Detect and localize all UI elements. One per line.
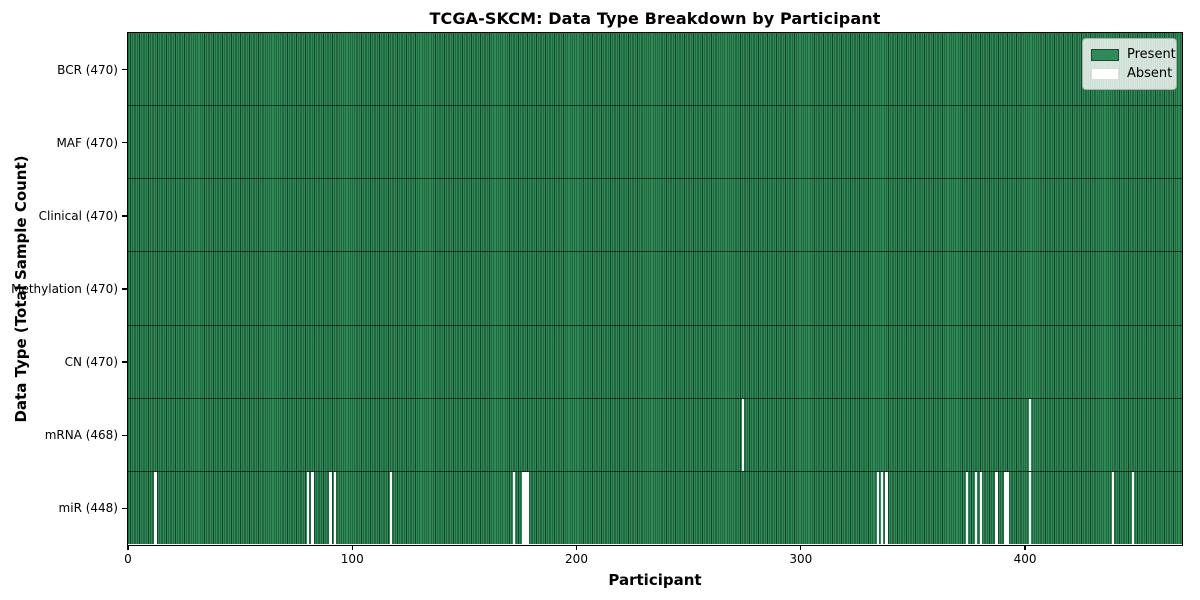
y-axis-tick-CN [122, 361, 127, 363]
y-axis-tick-mRNA [122, 434, 127, 436]
absent-cell-miR-12 [154, 472, 157, 545]
absent-cell-miR-448 [1132, 472, 1135, 545]
absent-cell-miR-82 [311, 472, 314, 545]
x-axis-tick-200 [575, 545, 578, 550]
absent-cell-miR-178 [526, 472, 529, 545]
y-tick-label-miR: miR (448) [58, 501, 118, 516]
y-tick-label-mRNA: mRNA (468) [44, 428, 118, 443]
x-tick-label-400: 400 [1013, 552, 1037, 566]
absent-cell-miR-117 [389, 472, 393, 545]
chart-title: TCGA-SKCM: Data Type Breakdown by Partic… [429, 9, 881, 28]
absent-cell-miR-177 [524, 472, 527, 545]
y-axis-tick-miR [122, 507, 127, 510]
heatmap-row-miR [127, 471, 1182, 545]
y-tick-label-MAF: MAF (470) [56, 135, 118, 150]
absent-cell-miR-172 [513, 472, 516, 545]
absent-cell-miR-80 [306, 472, 310, 545]
y-axis-tick-Methylation [122, 288, 127, 290]
x-axis-tick-400 [1024, 545, 1026, 550]
x-tick-label-300: 300 [789, 552, 813, 566]
x-axis-label: Participant [608, 571, 702, 589]
absent-cell-miR-90 [329, 472, 332, 545]
absent-cell-miR-374 [966, 472, 969, 545]
y-axis-tick-BCR [122, 68, 127, 71]
absent-cell-miR-391 [1004, 472, 1007, 545]
absent-cell-miR-92 [333, 472, 337, 545]
heatmap-plot-area [126, 31, 1183, 546]
heatmap-row-BCR [127, 32, 1182, 105]
absent-cell-miR-387 [995, 472, 998, 545]
absent-cell-miR-176 [522, 472, 525, 545]
x-axis-tick-100 [351, 545, 353, 550]
absent-cell-miR-334 [876, 472, 879, 545]
legend: Present Absent [1082, 38, 1177, 90]
absent-cell-miR-392 [1006, 472, 1009, 545]
absent-cell-miR-336 [880, 472, 884, 545]
x-tick-label-100: 100 [340, 552, 364, 566]
x-axis-tick-0 [127, 545, 129, 550]
x-tick-label-0: 0 [124, 552, 132, 566]
y-tick-label-BCR: BCR (470) [57, 62, 118, 77]
absent-cell-miR-439 [1111, 472, 1115, 545]
y-tick-label-Clinical: Clinical (470) [38, 208, 118, 223]
heatmap-row-CN [127, 324, 1182, 398]
heatmap-row-Clinical [127, 178, 1182, 252]
x-tick-label-200: 200 [565, 552, 588, 566]
heatmap-row-MAF [127, 104, 1182, 179]
absent-cell-miR-378 [975, 472, 978, 545]
x-axis-tick-300 [800, 545, 802, 550]
y-tick-label-CN: CN (470) [64, 355, 118, 370]
heatmap-row-mRNA [127, 397, 1182, 472]
absent-cell-miR-338 [885, 472, 888, 545]
legend-item-absent: Absent [1091, 64, 1172, 83]
absent-cell-mRNA-274 [741, 398, 745, 472]
legend-item-present: Present [1091, 45, 1176, 64]
absent-swatch [1091, 67, 1119, 80]
legend-label-absent: Absent [1127, 66, 1173, 81]
y-axis-tick-Clinical [122, 215, 127, 217]
y-axis-tick-MAF [122, 142, 127, 144]
present-swatch [1091, 48, 1119, 61]
absent-cell-miR-380 [979, 472, 982, 545]
absent-cell-mRNA-402 [1029, 398, 1032, 472]
legend-label-present: Present [1127, 47, 1176, 62]
heatmap-row-Methylation [127, 251, 1182, 325]
y-tick-label-Methylation: Methylation (470) [11, 282, 118, 296]
absent-cell-miR-402 [1029, 472, 1032, 545]
